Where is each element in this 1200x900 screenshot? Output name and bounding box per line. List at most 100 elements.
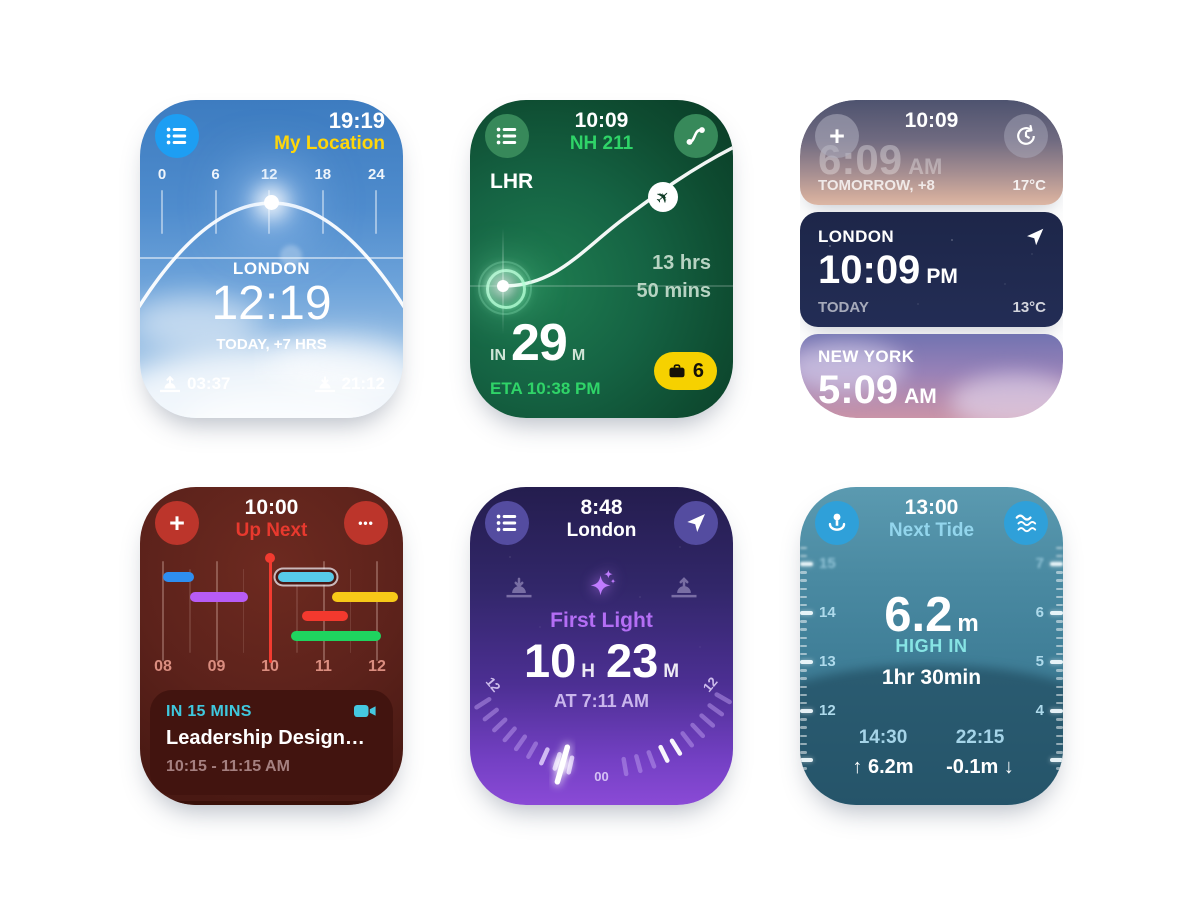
tide-ruler-tick — [800, 620, 807, 623]
timezone-convert-button[interactable] — [1004, 114, 1048, 158]
countdown-prefix: IN — [490, 347, 506, 364]
dial-tick — [482, 707, 499, 722]
tide-height-group: 6.2 m — [800, 587, 1063, 643]
crosshair-horizontal — [470, 285, 733, 287]
tide-scale-label: 12 — [819, 702, 836, 719]
time-until-group: 10 H 23 M — [470, 633, 733, 688]
tide-scale-label: 13 — [819, 653, 836, 670]
sunrise-icon — [669, 575, 699, 606]
status-time: 8:48 — [580, 496, 623, 519]
next-event-card[interactable]: IN 15 MINS Leadership Design… 10:15 - 11… — [150, 690, 393, 795]
solar-axis-label: 24 — [368, 166, 385, 183]
timeline-gridline — [162, 561, 164, 661]
timeline-hour-label: 09 — [207, 658, 226, 675]
tide-ruler-tick — [1056, 603, 1063, 607]
list-button[interactable] — [485, 501, 529, 545]
lens-flare — [280, 245, 302, 267]
world-clock-widget[interactable]: 6:09 AM TOMORROW, +8 17°C LONDON 10:09 P… — [800, 100, 1063, 418]
tide-ruler-tick — [800, 571, 807, 574]
date-offset-label: TODAY, +7 HRS — [216, 336, 327, 353]
tide-ruler-tick — [1056, 677, 1063, 680]
dial-tick — [690, 722, 706, 739]
tide-ruler-tick — [1056, 783, 1063, 787]
world-clock-row-london[interactable]: LONDON 10:09 PM TODAY 13°C — [800, 212, 1063, 327]
solar-axis-label: 18 — [314, 166, 332, 183]
tide-ruler-tick — [800, 636, 807, 640]
route-button[interactable] — [674, 114, 718, 158]
tide-ruler-tick — [1056, 587, 1063, 591]
tide-ruler-tick — [800, 758, 813, 763]
timeline-gridline-half — [242, 569, 244, 653]
briefcase-icon — [669, 364, 685, 378]
baggage-badge[interactable]: 6 — [653, 352, 717, 390]
city-name: LONDON — [818, 227, 895, 246]
countdown-minutes: 29 — [511, 314, 568, 372]
dial-tick — [526, 741, 539, 759]
solar-clock-widget[interactable]: 0 6 12 18 24 19:19 My Location LONDON 12:19 … — [140, 100, 403, 418]
timeline-hour-label: 12 — [368, 658, 386, 675]
cloud — [950, 374, 1063, 418]
more-options-button[interactable]: ••• — [344, 501, 388, 545]
video-camera-icon — [354, 705, 376, 717]
high-tide-event: 14:30 ↑ 6.2m — [828, 727, 938, 779]
status-time: 13:00 — [904, 496, 959, 519]
city-time-group: 10:09 PM — [818, 248, 958, 293]
duration-remaining-line1: 13 hrs — [652, 252, 711, 274]
next-event-peek[interactable] — [160, 801, 383, 805]
calendar-event-bar[interactable] — [291, 630, 382, 641]
world-clock-row-newyork[interactable]: NEW YORK 5:09 AM — [800, 334, 1063, 418]
calendar-event-bar[interactable] — [278, 572, 335, 582]
waves-button[interactable] — [1004, 501, 1048, 545]
timeline-gridline — [215, 561, 218, 661]
location-arrow-icon — [687, 514, 705, 532]
calendar-event-bar[interactable] — [331, 591, 399, 602]
tide-ruler-tick — [800, 791, 807, 795]
current-location-button[interactable] — [674, 501, 718, 545]
add-city-button[interactable]: + — [815, 114, 859, 158]
plane-icon: ✈ — [651, 185, 675, 209]
tide-ruler-tick — [800, 644, 807, 648]
event-countdown: IN 15 MINS — [166, 703, 252, 720]
tide-ruler-tick — [1056, 734, 1063, 738]
countdown-unit: M — [571, 347, 586, 364]
list-button[interactable] — [155, 114, 199, 158]
day-label: TOMORROW, +8 — [818, 177, 935, 194]
status-time: 10:09 — [904, 109, 959, 132]
tide-ruler-tick — [1056, 701, 1063, 705]
station-button[interactable] — [815, 501, 859, 545]
list-button[interactable] — [485, 114, 529, 158]
event-time-range: 10:15 - 11:15 AM — [166, 758, 290, 775]
cloud — [800, 342, 905, 392]
calendar-up-next-widget[interactable]: 08 09 10 11 12 + ••• 10:00 Up Next IN 15 MIN… — [140, 487, 403, 805]
daylight-widget[interactable]: 8:48 London First Light 10 H 23 M AT 7:1… — [470, 487, 733, 805]
list-icon — [166, 127, 187, 145]
tide-countdown: 1hr 30min — [881, 666, 982, 689]
departure-outer-ring — [478, 261, 532, 315]
flight-tracker-widget[interactable]: ✈ 10:09 NH 211 LHR 13 hrs 50 mins IN 29 … — [470, 100, 733, 418]
calendar-event-bar[interactable] — [163, 572, 195, 582]
plane-marker: ✈ — [648, 182, 678, 212]
tide-widget[interactable]: 15 14 13 12 7 6 5 4 13:00 Next Tide 6.2 m HIGH… — [800, 487, 1063, 805]
event-title: Leadership Design… — [166, 727, 365, 749]
solar-axis-label: 12 — [260, 166, 278, 183]
tide-scale-label: 5 — [1035, 653, 1044, 670]
low-tide-event: 22:15 -0.1m ↓ — [925, 727, 1035, 779]
low-tide-height: -0.1m ↓ — [946, 756, 1014, 778]
flight-number[interactable]: NH 211 — [569, 133, 634, 154]
add-event-button[interactable]: + — [155, 501, 199, 545]
list-icon — [496, 514, 517, 532]
tide-height-unit: m — [957, 610, 979, 637]
buoy-pin-icon — [828, 513, 846, 531]
location-label[interactable]: My Location — [274, 133, 385, 154]
hours-value: 10 — [523, 634, 577, 687]
dial-tick — [634, 754, 643, 774]
cloud — [270, 335, 403, 395]
tide-ruler-tick — [1056, 718, 1063, 721]
city-time: 12:19 — [211, 277, 332, 330]
dial-needle-glow — [553, 755, 572, 774]
daylight-dial — [474, 692, 732, 787]
sunset-icon — [504, 575, 534, 606]
calendar-event-bar[interactable] — [302, 611, 348, 621]
calendar-event-bar[interactable] — [189, 591, 248, 602]
timeline-gridline-half — [296, 569, 298, 653]
